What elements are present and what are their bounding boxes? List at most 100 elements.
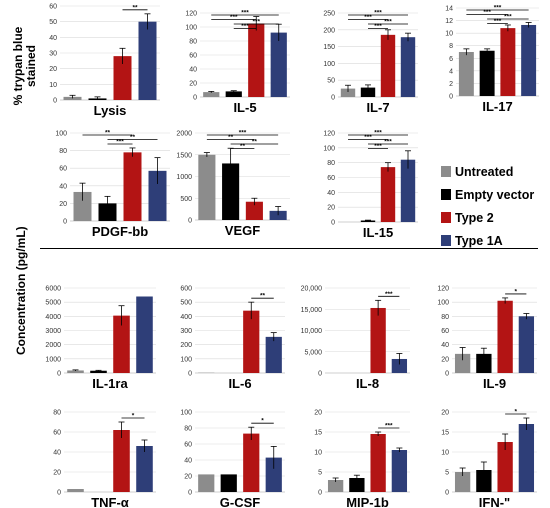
tick-label: 80 — [441, 314, 449, 321]
significance-label: *** — [230, 14, 238, 21]
tick-label: 150 — [323, 44, 335, 51]
bar-il-5-3 — [270, 32, 287, 97]
tick-label: 20 — [59, 201, 67, 208]
significance-label: *** — [494, 5, 502, 12]
bar-il-9-1 — [476, 353, 492, 373]
tick-label: 0 — [188, 218, 192, 225]
tick-label: 20 — [184, 474, 192, 481]
bar-tnf-3 — [136, 446, 153, 492]
significance-label: * — [514, 288, 517, 295]
tick-label: 5 — [318, 470, 322, 477]
bar-g-csf-3 — [265, 457, 282, 492]
tick-label: 400 — [180, 314, 192, 321]
tick-label: 14 — [445, 6, 453, 13]
significance-label: *** — [374, 10, 382, 17]
bar-il-17-0 — [458, 52, 474, 96]
significance-label: *** — [494, 18, 502, 25]
bar-il-1ra-1 — [90, 370, 107, 373]
bar-vegf-0 — [198, 154, 216, 220]
tick-label: 0 — [53, 98, 57, 105]
significance-label: ** — [240, 143, 246, 150]
tick-label: 0 — [331, 220, 335, 227]
bar-mip-1b-2 — [370, 434, 386, 492]
tick-label: 80 — [327, 160, 335, 167]
legend-swatch — [441, 235, 451, 246]
tick-label: 0 — [57, 490, 61, 497]
tick-label: 20 — [189, 81, 197, 88]
tick-label: 100 — [180, 410, 192, 417]
legend-item-type-1a: Type 1A — [441, 229, 534, 252]
tick-label: 0 — [449, 94, 453, 101]
significance-label: *** — [241, 10, 249, 17]
tick-label: 20 — [327, 205, 335, 212]
significance-label: * — [514, 409, 517, 416]
tick-label: 0 — [318, 371, 322, 378]
tick-label: 1000 — [176, 174, 192, 181]
bar-tnf-2 — [113, 430, 130, 492]
tick-label: 40 — [441, 342, 449, 349]
bar-il-1ra-0 — [67, 370, 84, 373]
tick-label: 100 — [55, 131, 67, 138]
tick-label: 5000 — [45, 300, 61, 307]
tick-label: 40 — [53, 450, 61, 457]
tick-label: 300 — [180, 328, 192, 335]
significance-label: ** — [130, 134, 136, 141]
bar-il-15-1 — [360, 220, 376, 222]
bar-g-csf-2 — [243, 433, 260, 492]
bar-ifn-2 — [497, 442, 513, 492]
significance-label: *** — [374, 130, 382, 137]
tick-label: 60 — [184, 442, 192, 449]
tick-label: 5 — [445, 470, 449, 477]
tick-label: 40 — [184, 458, 192, 465]
tick-label: 4000 — [45, 314, 61, 321]
bar-il-7-0 — [340, 88, 356, 97]
panel-title-tnf: TNF-α — [91, 495, 129, 508]
tick-label: 80 — [53, 410, 61, 417]
bar-il-15-3 — [400, 159, 416, 222]
legend-swatch — [441, 189, 451, 200]
tick-label: 60 — [327, 175, 335, 182]
tick-label: 50 — [327, 78, 335, 85]
tick-label: 30 — [49, 51, 57, 58]
tick-label: 50 — [49, 19, 57, 26]
tick-label: 20 — [314, 410, 322, 417]
tick-label: 100 — [437, 300, 449, 307]
tick-label: 80 — [184, 426, 192, 433]
tick-label: 2 — [449, 81, 453, 88]
y-axis-label-trypan: % trypan blue stained — [11, 26, 38, 106]
tick-label: 40 — [189, 67, 197, 74]
panel-title-il-8: IL-8 — [356, 376, 379, 391]
bar-pdgf-bb-3 — [148, 170, 167, 221]
legend-item-empty-vector: Empty vector — [441, 183, 534, 206]
bar-il-9-3 — [518, 316, 535, 373]
significance-label: *** — [374, 23, 382, 30]
tick-label: 0 — [193, 95, 197, 102]
bar-vegf-2 — [245, 201, 263, 220]
tick-label: 0 — [63, 219, 67, 226]
significance-label: *** — [241, 23, 249, 30]
bar-il-17-2 — [500, 28, 516, 96]
bar-tnf-0 — [67, 489, 84, 492]
tick-label: 80 — [59, 148, 67, 155]
significance-label: *** — [384, 19, 392, 26]
tick-label: 60 — [59, 166, 67, 173]
significance-label: *** — [116, 139, 124, 146]
legend-item-type-2: Type 2 — [441, 206, 534, 229]
bar-il-6-2 — [243, 310, 260, 373]
significance-label: *** — [252, 19, 260, 26]
panel-title-ifn: IFN-" — [479, 495, 510, 508]
bar-il-15-2 — [380, 167, 396, 222]
tick-label: 60 — [53, 430, 61, 437]
significance-label: *** — [483, 9, 491, 16]
bar-il-17-3 — [521, 24, 537, 96]
panel-title-il-17: IL-17 — [482, 99, 512, 114]
panel-title-lysis: Lysis — [94, 103, 127, 118]
tick-label: 10 — [445, 31, 453, 38]
y-axis-label-concentration: Concentration (pg/mL) — [14, 226, 28, 355]
tick-label: 60 — [49, 4, 57, 11]
bar-il-5-0 — [203, 92, 220, 97]
tick-label: 0 — [318, 490, 322, 497]
tick-label: 40 — [49, 35, 57, 42]
bar-pdgf-bb-1 — [98, 203, 117, 221]
